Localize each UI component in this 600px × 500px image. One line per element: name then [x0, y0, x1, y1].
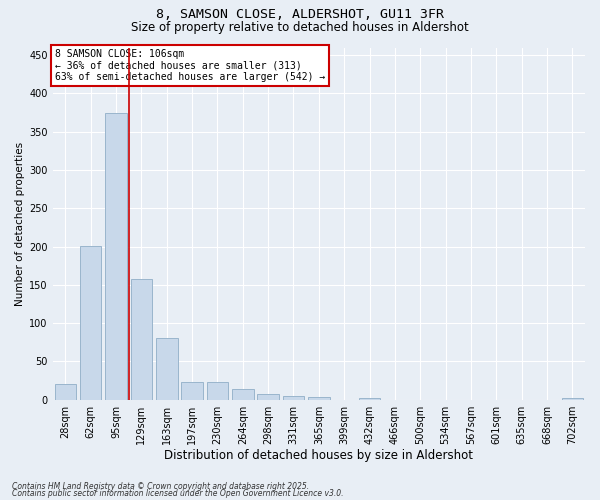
- Text: Contains HM Land Registry data © Crown copyright and database right 2025.: Contains HM Land Registry data © Crown c…: [12, 482, 309, 491]
- Y-axis label: Number of detached properties: Number of detached properties: [15, 142, 25, 306]
- Bar: [131, 278, 152, 400]
- Bar: [156, 338, 178, 400]
- Text: 8, SAMSON CLOSE, ALDERSHOT, GU11 3FR: 8, SAMSON CLOSE, ALDERSHOT, GU11 3FR: [156, 8, 444, 20]
- Text: 8 SAMSON CLOSE: 106sqm
← 36% of detached houses are smaller (313)
63% of semi-de: 8 SAMSON CLOSE: 106sqm ← 36% of detached…: [55, 50, 326, 82]
- Bar: [55, 384, 76, 400]
- X-axis label: Distribution of detached houses by size in Aldershot: Distribution of detached houses by size …: [164, 450, 473, 462]
- Bar: [206, 382, 228, 400]
- Bar: [562, 398, 583, 400]
- Text: Size of property relative to detached houses in Aldershot: Size of property relative to detached ho…: [131, 21, 469, 34]
- Bar: [359, 398, 380, 400]
- Bar: [105, 112, 127, 400]
- Text: Contains public sector information licensed under the Open Government Licence v3: Contains public sector information licen…: [12, 489, 343, 498]
- Bar: [181, 382, 203, 400]
- Bar: [80, 246, 101, 400]
- Bar: [308, 398, 329, 400]
- Bar: [257, 394, 279, 400]
- Bar: [283, 396, 304, 400]
- Bar: [232, 389, 254, 400]
